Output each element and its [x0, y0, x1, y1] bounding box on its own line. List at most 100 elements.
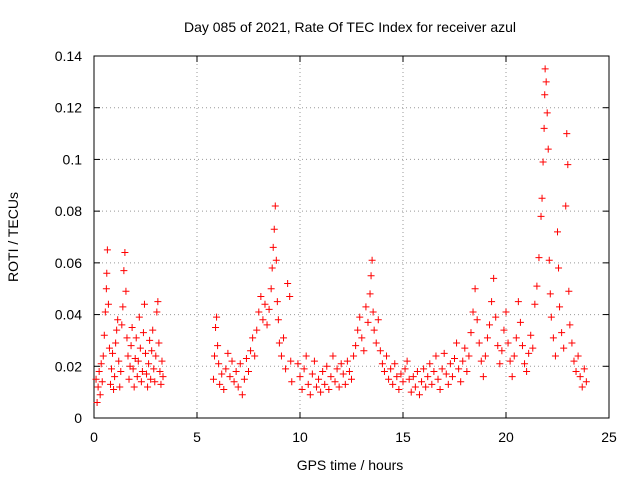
data-point [556, 303, 564, 311]
axis-ticks [93, 55, 610, 419]
data-point [111, 373, 119, 381]
x-tick-label: 20 [498, 429, 514, 445]
data-point [148, 347, 156, 355]
data-point [329, 352, 337, 360]
data-point [428, 380, 436, 388]
data-point [430, 367, 438, 375]
data-point [488, 298, 496, 306]
data-point [545, 256, 553, 264]
data-point [576, 373, 584, 381]
data-point [469, 308, 477, 316]
data-point [286, 292, 294, 300]
data-point [143, 370, 151, 378]
data-point [494, 342, 502, 350]
data-point [372, 339, 380, 347]
data-point [555, 264, 563, 272]
data-point [582, 378, 590, 386]
data-point [364, 318, 372, 326]
data-point [145, 360, 153, 368]
data-point [385, 375, 393, 383]
data-point [105, 344, 113, 352]
x-tick-label: 25 [601, 429, 617, 445]
data-point [122, 287, 130, 295]
data-point [99, 352, 107, 360]
data-point [436, 386, 444, 394]
data-point [209, 375, 217, 383]
data-point [113, 326, 121, 334]
data-point [284, 280, 292, 288]
data-point [156, 367, 164, 375]
data-point [157, 380, 165, 388]
data-point [100, 331, 108, 339]
data-point [327, 373, 335, 381]
data-point [275, 339, 283, 347]
data-point [242, 355, 250, 363]
data-point [533, 282, 541, 290]
data-point [118, 321, 126, 329]
data-point [294, 360, 302, 368]
data-point [358, 334, 366, 342]
data-point [211, 352, 219, 360]
data-point [350, 352, 358, 360]
data-point [92, 375, 100, 383]
data-point [521, 360, 529, 368]
data-point [304, 380, 312, 388]
data-point [560, 344, 568, 352]
data-point [370, 326, 378, 334]
data-point [245, 367, 252, 375]
data-point [508, 373, 516, 381]
data-point [96, 391, 104, 399]
data-point [453, 339, 461, 347]
y-tick-label: 0.08 [55, 203, 82, 219]
data-point [128, 324, 136, 331]
data-point [251, 352, 259, 360]
data-point [282, 365, 290, 373]
data-point [446, 360, 454, 368]
data-point [540, 124, 548, 132]
data-point [563, 130, 571, 138]
data-point [376, 347, 384, 355]
data-point [319, 367, 327, 375]
data-point [523, 367, 531, 375]
data-point [149, 326, 157, 334]
data-point [139, 329, 147, 337]
data-point [562, 202, 570, 210]
data-point [321, 380, 329, 388]
data-point [215, 360, 223, 368]
data-point [97, 360, 105, 368]
data-point [117, 367, 125, 375]
data-point [360, 347, 368, 355]
data-point [498, 347, 506, 355]
data-point [554, 228, 561, 236]
data-point [102, 285, 110, 293]
data-point [300, 365, 308, 373]
y-axis-label: ROTI / TECUs [5, 192, 21, 282]
data-point [274, 316, 282, 324]
data-point [461, 344, 469, 352]
data-point [267, 285, 275, 293]
data-point [481, 352, 489, 360]
data-point [366, 290, 374, 298]
data-point [216, 380, 224, 388]
data-point [101, 308, 109, 316]
data-point [564, 161, 572, 169]
data-point [325, 386, 333, 394]
data-point [479, 373, 487, 381]
data-point [341, 380, 349, 388]
data-point [253, 326, 261, 334]
data-point [103, 246, 111, 254]
data-point [93, 398, 101, 406]
x-axis-label: GPS time / hours [297, 457, 404, 473]
data-point [130, 383, 138, 391]
data-point [272, 256, 280, 264]
data-point [317, 388, 325, 396]
data-point [432, 352, 440, 360]
data-point [95, 367, 103, 375]
plot-frame [93, 55, 610, 419]
data-point [558, 329, 566, 337]
data-point [448, 373, 456, 381]
data-point [158, 357, 166, 365]
data-point [510, 352, 518, 360]
data-point [315, 375, 323, 383]
data-point [440, 349, 448, 357]
